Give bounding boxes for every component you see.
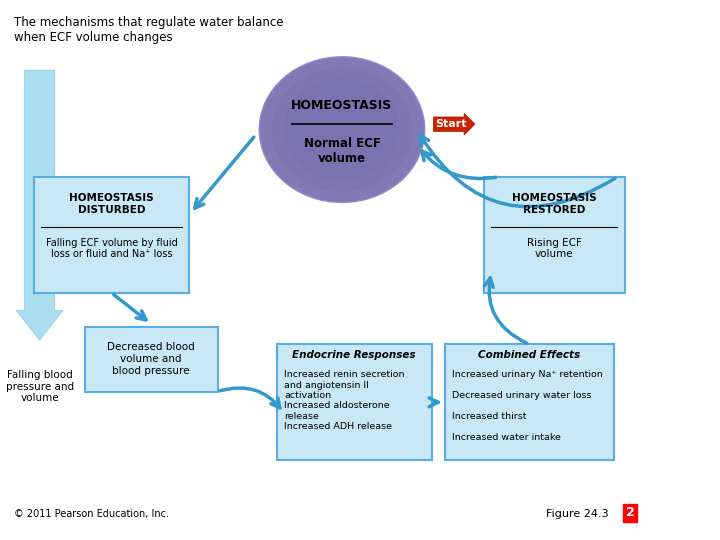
Text: Increased renin secretion
and angiotensin II
activation
Increased aldosterone
re: Increased renin secretion and angiotensi… — [284, 370, 405, 431]
Text: The mechanisms that regulate water balance
when ECF volume changes: The mechanisms that regulate water balan… — [14, 16, 284, 44]
FancyArrow shape — [16, 70, 63, 340]
Text: Start: Start — [436, 119, 467, 129]
Text: Rising ECF
volume: Rising ECF volume — [527, 238, 582, 259]
FancyBboxPatch shape — [444, 345, 613, 460]
FancyBboxPatch shape — [484, 177, 624, 293]
Ellipse shape — [259, 57, 425, 202]
Text: 2: 2 — [626, 507, 634, 519]
Text: Normal ECF
volume: Normal ECF volume — [304, 137, 380, 165]
Text: Falling ECF volume by fluid
loss or fluid and Na⁺ loss: Falling ECF volume by fluid loss or flui… — [46, 238, 177, 259]
FancyBboxPatch shape — [277, 345, 432, 460]
Text: Endocrine Responses: Endocrine Responses — [292, 349, 416, 360]
FancyBboxPatch shape — [277, 345, 432, 365]
Text: © 2011 Pearson Education, Inc.: © 2011 Pearson Education, Inc. — [14, 509, 169, 519]
Text: Figure 24.3: Figure 24.3 — [546, 509, 608, 519]
Text: HOMEOSTASIS
DISTURBED: HOMEOSTASIS DISTURBED — [69, 193, 154, 215]
Text: Combined Effects: Combined Effects — [478, 349, 580, 360]
FancyBboxPatch shape — [444, 345, 613, 365]
Ellipse shape — [259, 57, 425, 202]
Text: Increased urinary Na⁺ retention

Decreased urinary water loss

Increased thirst
: Increased urinary Na⁺ retention Decrease… — [452, 370, 603, 442]
Text: Falling blood
pressure and
volume: Falling blood pressure and volume — [6, 370, 73, 403]
FancyBboxPatch shape — [35, 177, 189, 293]
Text: HOMEOSTASIS: HOMEOSTASIS — [292, 99, 392, 112]
FancyBboxPatch shape — [85, 327, 217, 392]
Text: HOMEOSTASIS
RESTORED: HOMEOSTASIS RESTORED — [512, 193, 597, 215]
Ellipse shape — [271, 68, 413, 192]
Text: Decreased blood
volume and
blood pressure: Decreased blood volume and blood pressur… — [107, 342, 195, 376]
Ellipse shape — [284, 79, 400, 180]
